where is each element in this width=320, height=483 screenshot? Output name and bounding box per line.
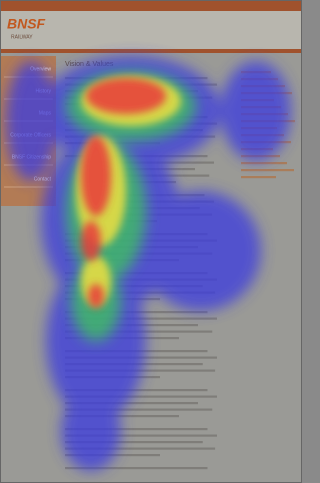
screenshot: BNSF RAILWAY Vision & Values OverviewHis… — [0, 0, 302, 483]
heatmap — [1, 1, 301, 482]
